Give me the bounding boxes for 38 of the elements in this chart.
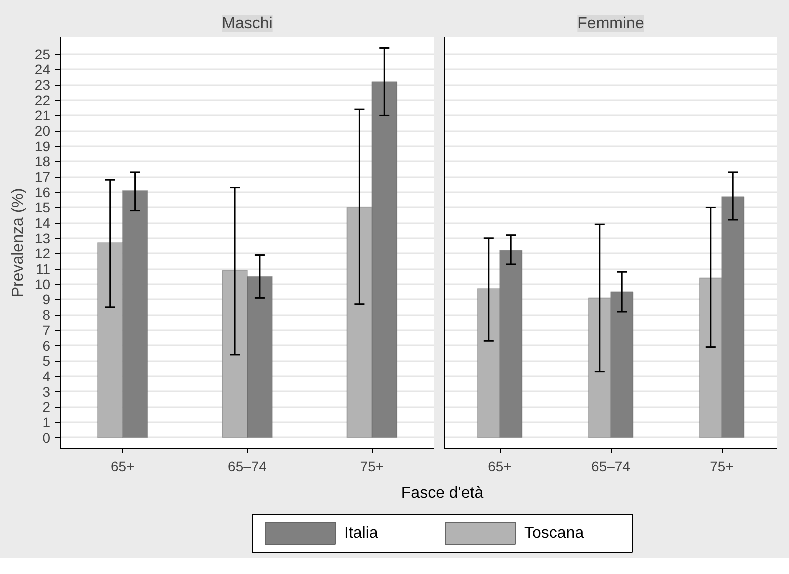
y-tick-label: 1 (42, 414, 51, 430)
y-tick-label: 6 (42, 338, 51, 354)
y-tick-label: 3 (42, 384, 51, 400)
y-tick-label: 25 (34, 46, 51, 62)
y-tick-label: 16 (34, 184, 51, 200)
y-tick-label: 22 (34, 92, 51, 108)
y-tick-label: 20 (34, 123, 51, 140)
y-tick-label: 17 (34, 169, 51, 186)
legend-label: Toscana (524, 525, 584, 542)
y-axis-title: Prevalenza (%) (10, 188, 27, 298)
y-tick-label: 19 (34, 138, 51, 154)
y-tick-label: 13 (34, 230, 51, 246)
x-tick-label: 75+ (360, 458, 384, 474)
y-tick-label: 4 (42, 368, 51, 384)
y-tick-label: 23 (34, 77, 51, 94)
y-tick-label: 15 (34, 200, 51, 216)
y-tick-label: 2 (42, 399, 51, 416)
chart-title: Femmine (578, 16, 644, 32)
x-tick-label: 65–74 (228, 458, 268, 474)
y-tick-label: 11 (36, 261, 51, 278)
y-tick-label: 21 (34, 108, 51, 124)
y-tick-label: 12 (34, 246, 51, 262)
y-tick-label: 7 (42, 322, 51, 338)
x-tick-label: 65–74 (592, 458, 631, 474)
y-tick-label: 18 (34, 154, 51, 170)
y-tick-label: 10 (34, 276, 51, 292)
y-tick-label: 0 (42, 430, 51, 446)
x-tick-label: 65+ (488, 458, 512, 474)
legend-label: Italia (344, 525, 378, 542)
chart-title: Maschi (222, 16, 273, 32)
x-axis-title: Fasce d'età (401, 485, 484, 502)
y-tick-label: 14 (34, 215, 51, 232)
y-tick-label: 5 (42, 353, 51, 370)
x-tick-label: 75+ (710, 458, 734, 474)
x-tick-label: 65+ (110, 458, 135, 474)
y-tick-label: 24 (34, 62, 51, 78)
y-tick-label: 8 (42, 307, 51, 324)
y-tick-label: 9 (42, 292, 51, 308)
